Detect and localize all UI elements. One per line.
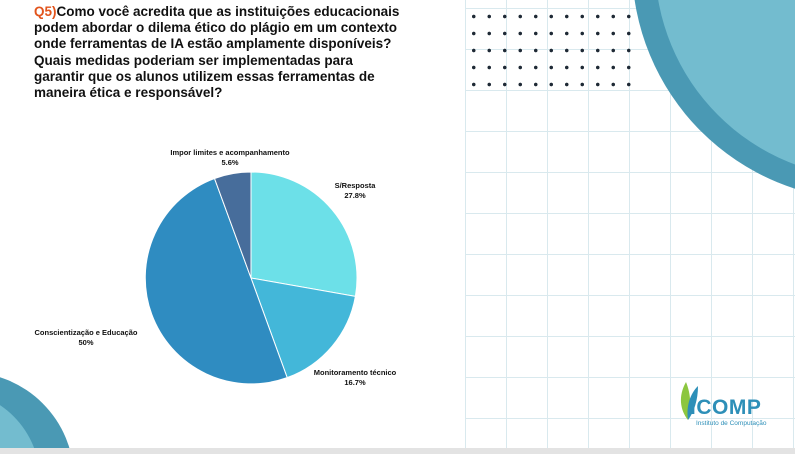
pie-slice — [251, 172, 357, 296]
slice-value-label: 5.6% — [221, 158, 238, 167]
slice-value-label: 27.8% — [344, 191, 366, 200]
logo-wordmark: iCOMP — [690, 396, 761, 420]
icomp-logo: iCOMP Instituto de Computação — [670, 374, 780, 436]
slice-value-label: 50% — [78, 338, 93, 347]
slice-label: Monitoramento técnico — [314, 368, 397, 377]
slice-label: Conscientização e Educação — [35, 328, 138, 337]
logo-subtitle: Instituto de Computação — [696, 420, 766, 427]
slice-label: S/Resposta — [335, 181, 377, 190]
slice-label: Impor limites e acompanhamento — [170, 148, 290, 157]
slice-value-label: 16.7% — [344, 378, 366, 387]
